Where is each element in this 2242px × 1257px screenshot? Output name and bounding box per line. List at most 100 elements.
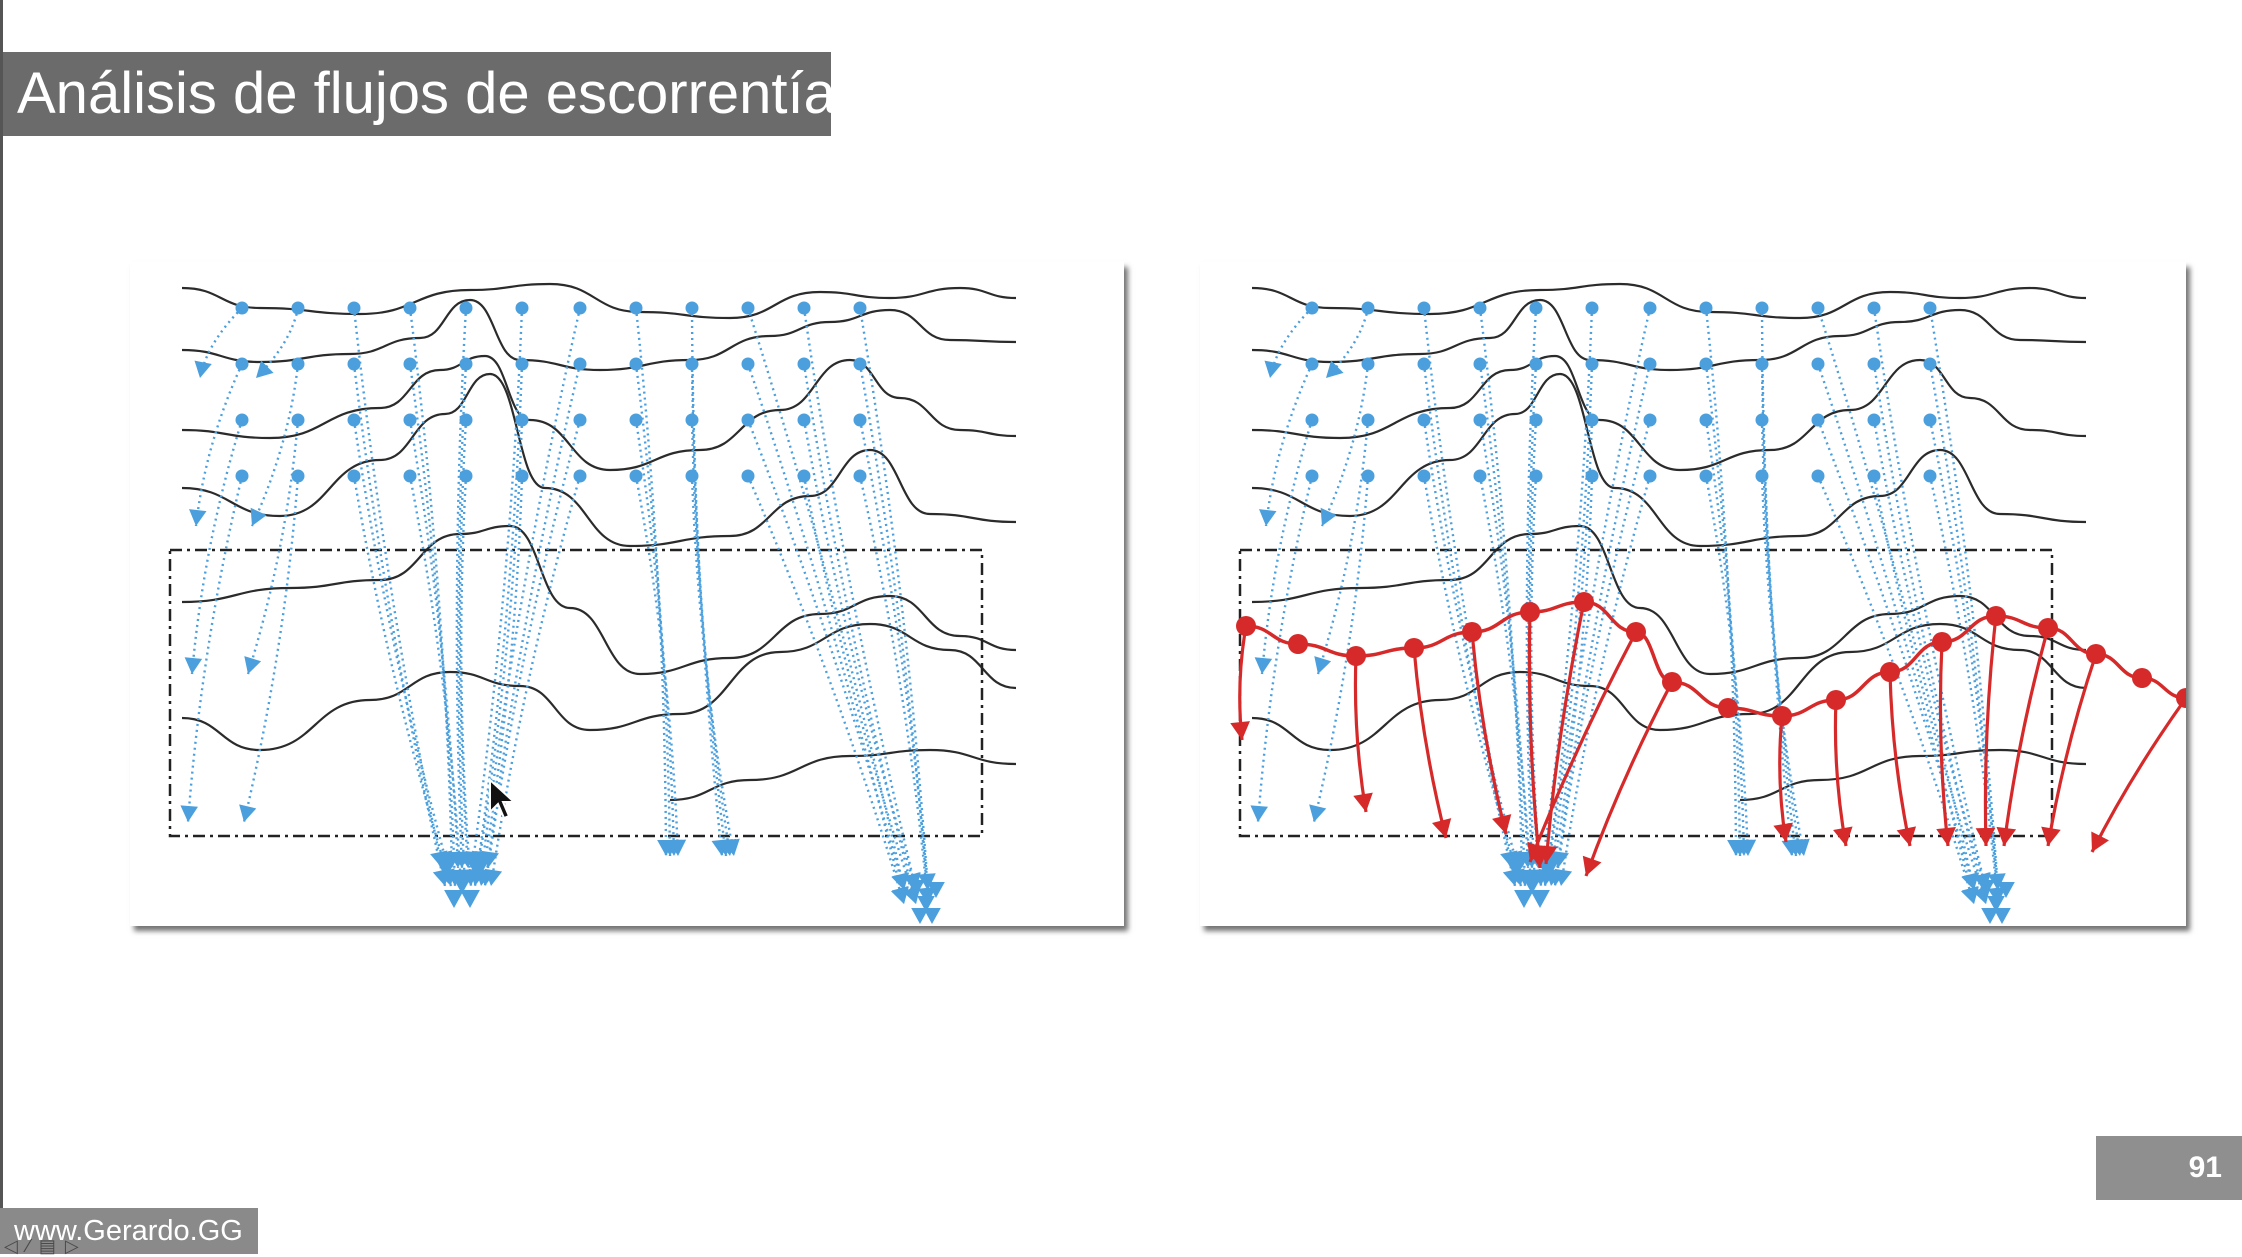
collector-arrowhead [1492, 814, 1512, 834]
flow-arrowhead [1309, 804, 1327, 822]
collector-flow-path [2090, 697, 2186, 853]
contour-line [1251, 282, 2087, 320]
collector-arrowhead [1936, 827, 1956, 846]
sink-arrowhead [468, 862, 488, 880]
collector-arrowhead [1773, 822, 1793, 842]
flow-diagram-original-canvas [168, 282, 1017, 924]
collector-arrowhead [2041, 826, 2061, 846]
contour-line [1251, 354, 2087, 472]
flow-arrowhead [184, 657, 203, 674]
flow-path [1260, 419, 1314, 675]
contour-line [181, 282, 1017, 320]
collector-arrowhead [1230, 721, 1250, 740]
contour-line [181, 622, 1017, 752]
flow-path [802, 307, 918, 891]
flow-path [1553, 363, 1652, 887]
collector-node [1462, 622, 1482, 642]
flow-path [1872, 307, 1988, 891]
flow-arrowhead [1554, 868, 1573, 886]
sink-arrowhead [1977, 880, 1995, 896]
flow-arrowhead [1792, 838, 1810, 856]
sink-arrowhead [436, 860, 456, 878]
collector-node [1932, 632, 1952, 652]
sink-arrowhead [907, 880, 925, 896]
collector-arrowhead [1353, 792, 1373, 812]
collector-node [2176, 688, 2186, 708]
sink-arrowhead [1538, 862, 1558, 880]
collector-flow-path [1983, 615, 1998, 847]
diagram-body [1230, 282, 2186, 924]
flow-path [1316, 419, 1370, 675]
flow-arrowhead [250, 507, 267, 526]
collector-arrowhead [1582, 855, 1602, 876]
flow-arrowhead [1259, 509, 1277, 526]
sink-arrowhead [452, 876, 472, 894]
mouse-pointer-icon [488, 777, 518, 829]
sink-arrowhead [1522, 876, 1542, 894]
flow-diagram-with-collector [1200, 262, 2186, 926]
flow-path [690, 363, 728, 857]
flow-path [690, 475, 736, 857]
sink-arrowhead [923, 908, 941, 924]
collector-node [1626, 622, 1646, 642]
flow-path [1422, 419, 1520, 869]
collector-flow-path [1412, 647, 1448, 839]
flow-path [858, 363, 930, 905]
flow-path [1760, 475, 1806, 857]
flow-path [408, 307, 454, 869]
contour-line [1251, 298, 2087, 372]
collector-flow-path [1778, 715, 1788, 843]
collector-node [1826, 690, 1846, 710]
sink-arrowhead [1514, 890, 1534, 908]
flow-arrowhead [722, 838, 740, 856]
flow-path [483, 363, 582, 887]
collector-node [1520, 602, 1540, 622]
flow-origin-dot [291, 469, 305, 483]
flow-path [250, 363, 300, 527]
flow-path [1872, 363, 1988, 905]
collector-flow-path [2002, 627, 2050, 847]
flow-path [1422, 363, 1517, 887]
flow-path [1704, 419, 1746, 857]
flow-arrowhead [1551, 850, 1569, 868]
footer-website: www.Gerardo.GG [0, 1208, 258, 1254]
flow-path [1543, 363, 1594, 887]
collector-node [1662, 672, 1682, 692]
flow-arrowhead [256, 360, 274, 378]
collector-arrowhead [1833, 826, 1853, 846]
flow-path [634, 419, 676, 857]
flow-path [1872, 419, 1988, 891]
flow-path [473, 363, 524, 887]
sink-arrowhead [1993, 908, 2011, 924]
collector-node [1986, 606, 2006, 626]
flow-arrowhead [668, 839, 687, 856]
contour-line [669, 748, 1017, 802]
collector-flow-path [1470, 631, 1508, 835]
flow-path [480, 307, 582, 869]
collector-flow-path [1888, 671, 1912, 847]
flow-arrowhead [481, 850, 499, 868]
flow-arrowhead [1254, 657, 1273, 674]
flow-path [1704, 475, 1750, 857]
flow-path [746, 475, 906, 905]
flow-path [408, 363, 457, 887]
flow-arrowhead [239, 804, 257, 822]
slide-navigation-icon[interactable]: ◁ ⁄ ▤ ▷ [4, 1236, 81, 1256]
collector-node [1288, 634, 1308, 654]
flow-path [352, 307, 444, 869]
flow-path [746, 307, 906, 891]
flow-arrowhead [244, 656, 262, 674]
collector-flow-path [1527, 611, 1542, 869]
sink-arrowhead [1987, 896, 2005, 912]
flow-path [1559, 475, 1652, 887]
collector-flow-path [1544, 601, 1586, 865]
collector-node [1772, 706, 1792, 726]
flow-path [1760, 419, 1802, 857]
collector-node [2038, 618, 2058, 638]
flow-arrowhead [917, 887, 936, 904]
flow-arrowhead [1250, 805, 1268, 822]
flow-arrowhead [458, 851, 476, 868]
sink-arrowhead [911, 908, 929, 924]
collector-node [2086, 644, 2106, 664]
sink-arrowhead [444, 890, 464, 908]
